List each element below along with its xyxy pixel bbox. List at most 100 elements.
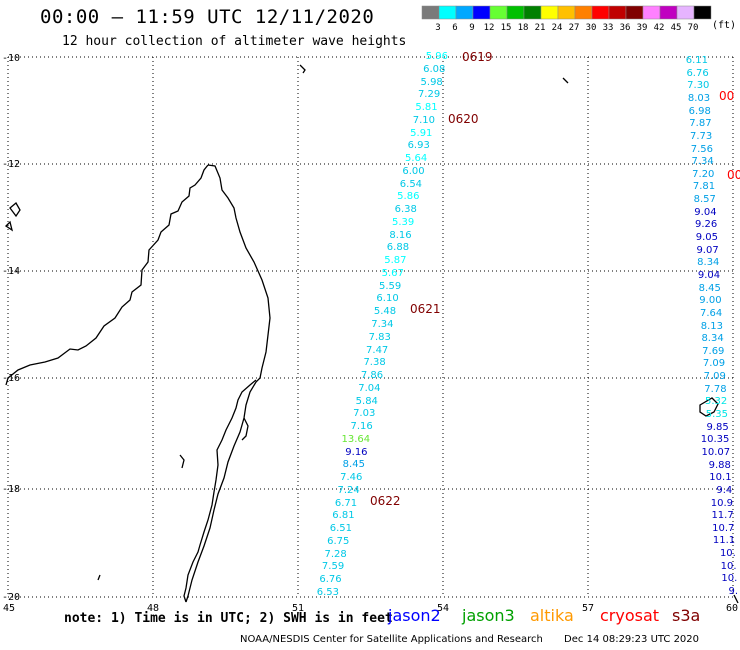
wave-height-value: 5.86 [397,191,420,203]
legend-swatch [693,5,712,20]
wave-height-value: 7.04 [358,382,381,394]
wave-height-value: 5.35 [705,409,728,420]
wave-height-value: 7.73 [690,130,713,142]
legend-swatch [591,5,610,20]
wave-height-value: 9. [728,586,738,597]
time-mark: 0621 [410,302,441,316]
legend-label: 24 [552,23,563,33]
wave-height-value: 5.48 [373,306,397,318]
wave-height-value: 7.86 [360,370,384,382]
sound-islet-a [179,454,185,469]
legend-swatch [438,5,457,20]
wave-height-value: 7.87 [689,118,712,130]
wave-height-value: 5.87 [384,255,407,267]
lon-label: 60 [726,603,739,614]
madagascar-west-coast [5,164,209,386]
wave-height-value: 6.51 [329,523,352,535]
lon-label: 57 [582,603,595,614]
madagascar-east-coast [185,164,271,603]
wave-height-value: 8.03 [687,92,711,104]
wave-height-value: 10.35 [700,434,730,446]
wave-height-value: 5.64 [404,153,428,165]
wave-height-value: 6.98 [688,105,711,117]
wave-height-value: 7.24 [337,484,360,496]
legend-swatch [625,5,644,20]
wave-height-value: 5.84 [355,395,378,407]
wave-height-value: 7.78 [704,383,727,395]
wave-height-value: 7.20 [692,168,715,180]
wave-height-value: 7.64 [700,307,723,319]
legend-label: 18 [518,23,529,33]
legend-label: 21 [535,23,546,33]
wave-height-value: 6.81 [332,510,355,522]
wave-height-value: 11.7 [711,510,734,522]
legend-swatch [421,5,440,20]
wave-height-value: 6.00 [402,165,425,177]
time-mark: 0620 [448,112,479,126]
wave-height-value: 9.4 [716,484,733,496]
wave-height-value: 10.1 [709,472,732,484]
legend-swatch [489,5,508,20]
legend-swatch [506,5,525,20]
wave-height-value: 9.16 [345,446,368,458]
wave-height-value: 8.34 [701,333,724,345]
western-islets [4,202,21,232]
legend-label: 12 [484,23,495,33]
wave-height-value: 5.98 [420,76,443,88]
reunion-edge [733,594,739,604]
legend-swatch [455,5,474,20]
legend-label: 45 [671,23,682,33]
lat-lon-grid [7,56,734,598]
legend-swatch [642,5,661,20]
wave-height-value: 6.71 [334,497,358,509]
credit-line: NOAA/NESDIS Center for Satellite Applica… [240,634,699,645]
wave-height-value: 9.04 [694,206,717,218]
wave-height-value: 10.9 [710,497,733,509]
wave-height-value: 11.1 [712,535,736,547]
wave-height-value: 7.46 [340,472,363,484]
satellite-label-jason3: jason3 [462,606,515,625]
wave-height-value: 6.10 [376,293,399,305]
legend-label: 3 [435,23,440,33]
wave-height-value: 9.26 [695,219,718,231]
wave-height-value: 7.34 [691,156,714,168]
wave-height-value: 6.76 [686,67,709,79]
legend-label: 27 [569,23,580,33]
legend-label: 36 [620,23,631,33]
wave-height-value: 10. [721,573,738,585]
coastline-mascarene [299,64,739,604]
wave-height-value: 9.05 [695,232,718,243]
generated-timestamp: Dec 14 08:29:23 UTC 2020 [564,634,700,645]
wave-height-value: 5.91 [410,127,433,139]
wave-height-value: 7.09 [702,358,726,370]
wave-height-value: 5.59 [379,280,402,292]
wave-height-value: 9.00 [699,295,722,307]
wave-height-value: 7.59 [321,561,345,573]
time-mark: 00 [719,89,735,103]
lat-label: -12 [1,159,20,170]
satellite-label-altika: altika [530,606,574,625]
lat-label: -20 [1,592,20,603]
wave-height-value: 9.85 [706,421,729,433]
wave-height-value: 8.16 [389,229,412,241]
lat-label: -18 [1,484,20,495]
time-mark: 00 [727,168,740,182]
legend-label: 15 [501,23,512,33]
lon-label: 51 [292,603,305,614]
wave-height-value: 10. [720,560,737,572]
satellite-label-jason2: jason2 [388,606,441,625]
legend-swatch [659,5,678,20]
wave-height-value: 10.07 [701,446,731,458]
wave-height-value: 6.88 [386,242,410,254]
wave-height-value: 5.81 [415,102,438,114]
wave-height-value: 7.69 [702,345,725,357]
wave-height-value: 6.11 [685,55,708,66]
legend-label: 70 [688,23,699,33]
legend-unit-label: (ft) [712,20,737,31]
wave-height-value: 6.93 [407,140,430,152]
page-title: 00:00 – 11:59 UTC 12/11/2020 [40,6,375,28]
wave-height-value: 9.04 [697,269,721,281]
wave-height-value: 7.03 [353,408,376,420]
wave-height-value: 7.10 [412,114,436,126]
legend-label: 33 [603,23,614,33]
